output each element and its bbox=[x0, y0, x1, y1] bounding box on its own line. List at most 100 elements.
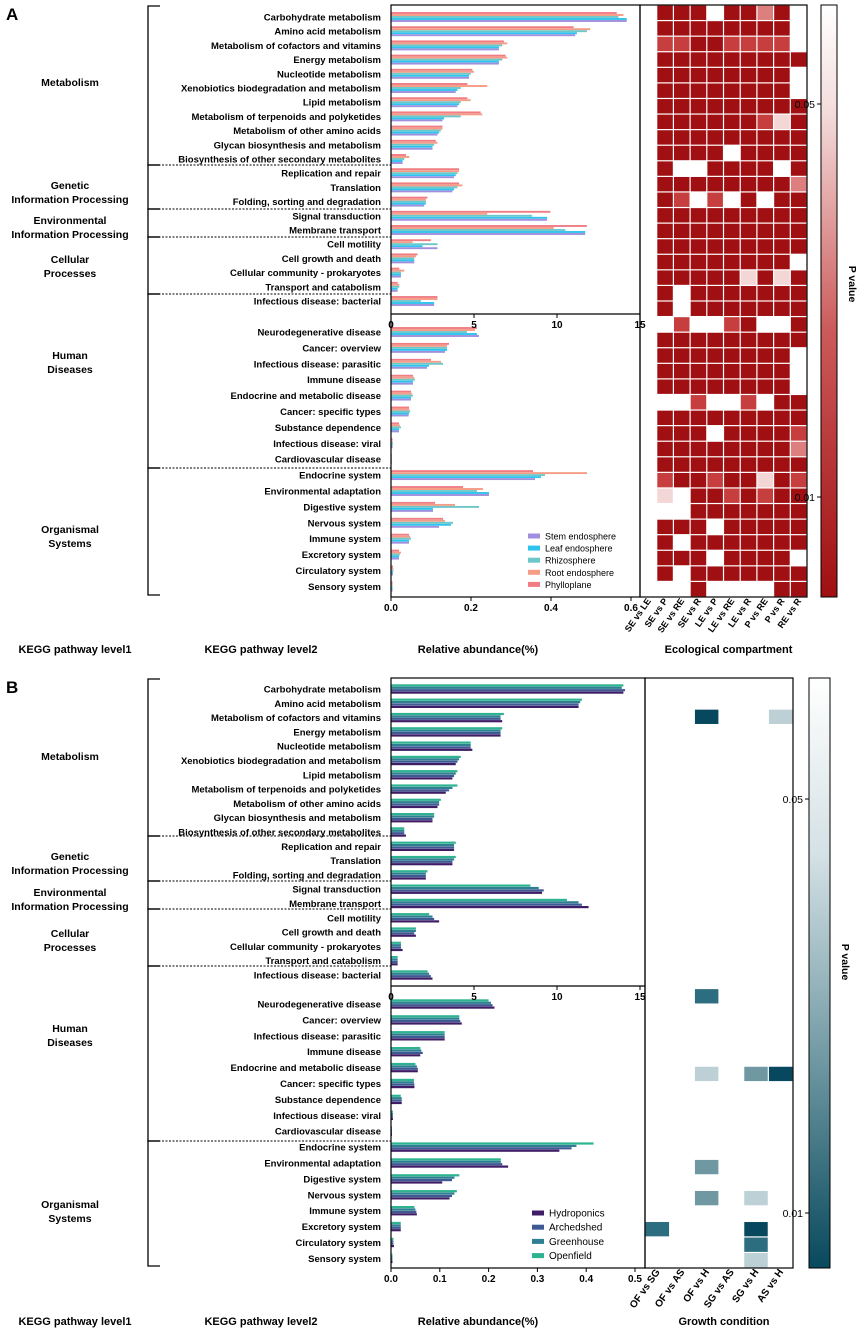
tick-label: 15 bbox=[634, 992, 646, 1003]
bar bbox=[391, 703, 579, 706]
bar bbox=[391, 245, 423, 248]
colorbar-tick-label: 0.05 bbox=[795, 99, 816, 111]
category-label: Cancer: specific types bbox=[280, 1079, 381, 1090]
heatmap-cell bbox=[674, 192, 690, 207]
bar bbox=[391, 535, 411, 538]
category-label: Metabolism of cofactors and vitamins bbox=[211, 41, 381, 52]
bar bbox=[391, 335, 479, 337]
bar bbox=[391, 686, 622, 689]
heatmap-cell bbox=[690, 145, 707, 161]
bar bbox=[391, 26, 574, 29]
bar bbox=[391, 915, 433, 918]
bar bbox=[391, 229, 566, 231]
tick-label: 0 bbox=[388, 992, 394, 1003]
heatmap-cell bbox=[790, 317, 807, 332]
legend-swatch bbox=[528, 557, 540, 563]
heatmap-cell bbox=[674, 36, 690, 52]
bar bbox=[391, 977, 433, 980]
bar bbox=[391, 525, 439, 528]
bar bbox=[391, 870, 428, 873]
footer-level2: KEGG pathway level2 bbox=[204, 644, 317, 656]
bar bbox=[391, 346, 447, 349]
level1-label: Information Processing bbox=[11, 229, 128, 241]
bar bbox=[391, 501, 435, 504]
bar bbox=[391, 129, 441, 132]
category-label: Transport and catabolism bbox=[265, 282, 381, 293]
heatmap-cell bbox=[707, 332, 723, 348]
heatmap-cell bbox=[707, 21, 723, 36]
heatmap-cell bbox=[740, 488, 757, 503]
bar bbox=[391, 903, 582, 906]
level1-label: Human bbox=[52, 1023, 88, 1035]
heatmap-cell bbox=[757, 254, 773, 270]
group-bracket bbox=[147, 164, 160, 210]
bar bbox=[391, 855, 456, 859]
bar bbox=[391, 162, 403, 164]
category-label: Nucleotide metabolism bbox=[277, 69, 381, 80]
heatmap-cell bbox=[707, 270, 723, 285]
category-label: Environmental adaptation bbox=[264, 1159, 381, 1170]
group-bracket bbox=[147, 880, 160, 910]
bar bbox=[391, 1245, 394, 1248]
x-axis-title: Relative abundance(%) bbox=[418, 644, 539, 656]
bar bbox=[391, 430, 399, 433]
heatmap-cell bbox=[690, 114, 707, 130]
heatmap-cell bbox=[790, 176, 807, 192]
bar bbox=[391, 239, 431, 242]
bar bbox=[391, 581, 393, 584]
category-label: Carbohydrate metabolism bbox=[264, 685, 381, 696]
bar bbox=[391, 188, 455, 191]
bar bbox=[391, 691, 624, 694]
legend-swatch bbox=[528, 569, 540, 575]
bar bbox=[391, 378, 415, 381]
bar bbox=[391, 42, 508, 45]
legend-label: Phylloplane bbox=[545, 580, 592, 590]
bar bbox=[391, 784, 458, 787]
heatmap-cell bbox=[757, 36, 773, 52]
heatmap-cell bbox=[740, 52, 757, 67]
bar bbox=[391, 34, 576, 37]
heatmap-cell bbox=[657, 550, 673, 566]
heatmap-cell bbox=[707, 441, 723, 457]
heatmap-cell bbox=[657, 99, 673, 114]
bar bbox=[391, 944, 401, 947]
legend-swatch bbox=[528, 545, 540, 551]
legend-label: Stem endosphere bbox=[545, 532, 616, 542]
heatmap-cell bbox=[674, 130, 690, 145]
category-label: Nucleotide metabolism bbox=[277, 742, 381, 753]
group-bracket bbox=[147, 236, 160, 295]
heatmap-cell bbox=[690, 566, 707, 581]
heatmap-cell bbox=[657, 488, 673, 503]
heatmap-cell bbox=[657, 286, 673, 301]
heatmap-cell bbox=[724, 99, 740, 114]
category-label: Translation bbox=[330, 183, 381, 194]
heatmap-cell bbox=[707, 239, 723, 254]
bar bbox=[391, 1099, 402, 1102]
heatmap-cell bbox=[724, 379, 740, 394]
bar bbox=[391, 1206, 415, 1209]
heatmap-cell bbox=[790, 504, 807, 519]
heatmap-cell bbox=[657, 348, 673, 363]
bar bbox=[391, 406, 409, 409]
bar bbox=[391, 281, 398, 284]
heatmap-cell bbox=[757, 441, 773, 457]
heatmap-cell bbox=[744, 1190, 768, 1206]
bar bbox=[391, 32, 577, 35]
heatmap-cell bbox=[740, 83, 757, 98]
heatmap-cell bbox=[774, 550, 790, 566]
tick-label: 0.2 bbox=[464, 603, 478, 614]
heatmap-cell bbox=[707, 348, 723, 363]
heatmap-cell bbox=[740, 519, 757, 535]
heatmap-cell bbox=[757, 223, 773, 239]
bar bbox=[391, 901, 579, 904]
heatmap-cell bbox=[790, 239, 807, 254]
heatmap-cell bbox=[690, 488, 707, 503]
category-label: Lipid metabolism bbox=[303, 98, 381, 109]
bar bbox=[391, 886, 539, 890]
legend-label: Root endosphere bbox=[545, 568, 614, 578]
heatmap-cell bbox=[707, 363, 723, 379]
category-label: Infectious disease: parasitic bbox=[254, 1031, 381, 1042]
heatmap-cell bbox=[707, 457, 723, 472]
legend-label: Leaf endosphere bbox=[545, 544, 613, 554]
bar bbox=[391, 1081, 414, 1084]
